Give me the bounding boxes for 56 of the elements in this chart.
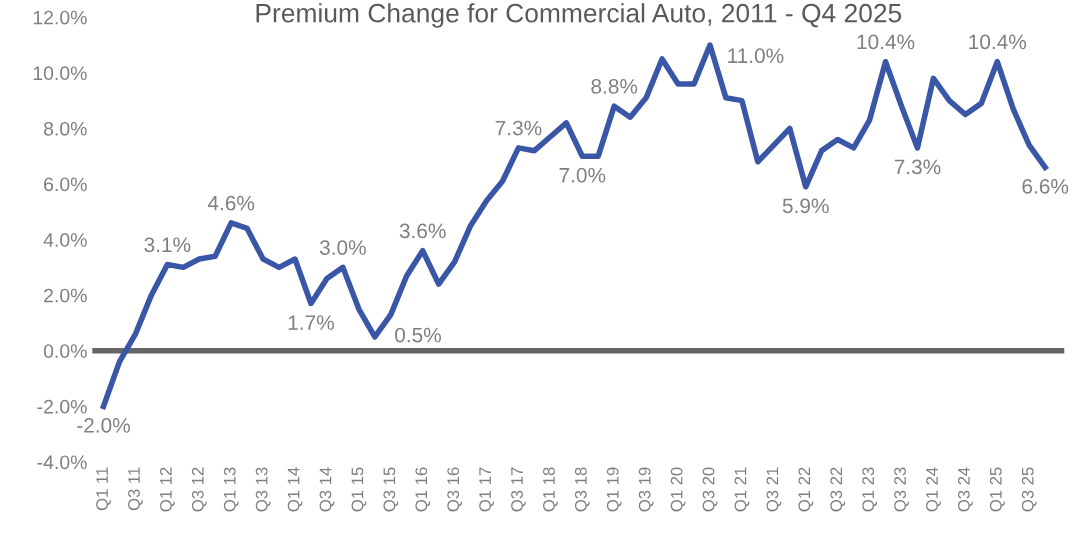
data-label: 3.6%: [399, 223, 446, 239]
data-label: 6.6%: [1022, 178, 1069, 194]
x-tick-label: Q1 16: [415, 467, 431, 512]
x-tick-label: Q1 25: [989, 467, 1005, 512]
x-tick-label: Q1 17: [479, 467, 494, 512]
x-tick-label: Q1 23: [862, 467, 878, 512]
data-label: 7.3%: [495, 120, 542, 136]
x-tick-label: Q1 20: [670, 467, 686, 512]
data-label: 0.5%: [395, 327, 441, 343]
x-tick-label: Q3 20: [702, 467, 718, 512]
x-tick-label: Q3 23: [894, 467, 909, 512]
data-label: 7.3%: [894, 159, 941, 175]
chart-title: Premium Change for Commercial Auto, 2011 - Q4 2025: [256, 3, 902, 28]
x-tick-label: Q3 22: [830, 467, 846, 512]
x-tick-label: Q3 17: [511, 467, 526, 512]
y-tick-label: 10.0%: [33, 66, 87, 81]
data-label: 8.8%: [591, 78, 638, 94]
data-label: 5.9%: [782, 198, 829, 214]
data-label: 10.4%: [969, 34, 1027, 50]
data-label: -2.0%: [77, 418, 130, 433]
x-tick-label: Q1 18: [543, 467, 558, 512]
x-tick-label: Q3 18: [574, 467, 590, 512]
y-tick-label: 6.0%: [44, 177, 87, 192]
y-tick-label: 2.0%: [44, 288, 87, 303]
x-tick-label: Q3 14: [319, 467, 335, 512]
x-tick-label: Q3 13: [255, 467, 271, 512]
y-tick-label: -4.0%: [37, 455, 87, 470]
x-tick-label: Q3 24: [958, 467, 973, 512]
data-label: 4.6%: [207, 195, 255, 211]
x-tick-label: Q3 12: [191, 467, 207, 512]
data-label: 11.0%: [728, 48, 784, 64]
x-tick-label: Q1 21: [734, 467, 750, 512]
y-tick-label: 8.0%: [43, 121, 87, 136]
x-tick-label: Q3 11: [128, 467, 143, 511]
data-label: 3.0%: [319, 240, 366, 255]
x-tick-label: Q1 11: [96, 467, 111, 511]
y-tick-label: 4.0%: [43, 233, 87, 247]
x-tick-label: Q1 15: [351, 467, 367, 512]
x-tick-label: Q1 14: [287, 467, 303, 512]
x-tick-label: Q3 19: [638, 467, 654, 512]
data-label: 1.7%: [288, 315, 334, 330]
x-tick-label: Q3 25: [1021, 467, 1037, 512]
data-label: 3.1%: [144, 237, 191, 253]
x-tick-label: Q3 15: [383, 467, 399, 512]
x-tick-label: Q1 12: [159, 467, 175, 512]
x-tick-label: Q1 22: [798, 467, 814, 512]
y-tick-label: -2.0%: [37, 399, 87, 414]
x-tick-label: Q1 19: [606, 467, 622, 512]
x-tick-label: Q3 21: [766, 467, 782, 512]
x-tick-label: Q1 13: [223, 467, 239, 512]
data-label: 7.0%: [559, 167, 606, 183]
y-tick-label: 0.0%: [43, 344, 87, 358]
data-label: 10.4%: [857, 34, 915, 50]
y-tick-label: 12.0%: [33, 10, 87, 25]
x-tick-label: Q3 16: [447, 467, 463, 512]
x-tick-label: Q1 24: [926, 467, 941, 512]
